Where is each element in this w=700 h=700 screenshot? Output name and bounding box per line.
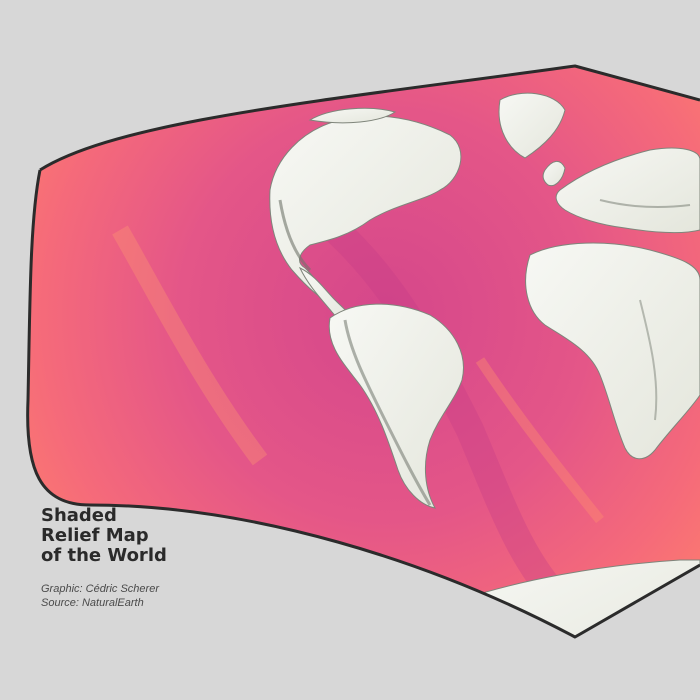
rocky-mountains-shade	[278, 199, 312, 272]
ocean-ridge	[112, 225, 268, 466]
andes-shade	[343, 319, 432, 506]
map-title: Shaded Relief Map of the World	[41, 506, 281, 566]
greenland	[498, 92, 566, 159]
projection-outline	[26, 64, 700, 639]
source-credit: Source: NaturalEarth	[41, 597, 144, 609]
south-america	[328, 303, 464, 509]
map-credits: Graphic: Cédric Scherer Source: NaturalE…	[41, 582, 281, 610]
british-isles	[542, 161, 566, 187]
africa	[525, 242, 700, 460]
graphic-credit: Graphic: Cédric Scherer	[41, 583, 159, 595]
east-african-highlands-shade	[639, 299, 658, 421]
deep-ocean-streak	[291, 188, 571, 610]
map-caption: Shaded Relief Map of the World Graphic: …	[41, 506, 281, 610]
arctic-islands	[308, 107, 397, 124]
mid-atlantic-ridge	[475, 357, 604, 524]
europe	[555, 147, 700, 234]
title-line-2: Relief Map	[41, 525, 149, 546]
alps-shade	[599, 199, 691, 209]
title-line-3: of the World	[41, 545, 167, 566]
title-line-1: Shaded	[41, 505, 117, 526]
